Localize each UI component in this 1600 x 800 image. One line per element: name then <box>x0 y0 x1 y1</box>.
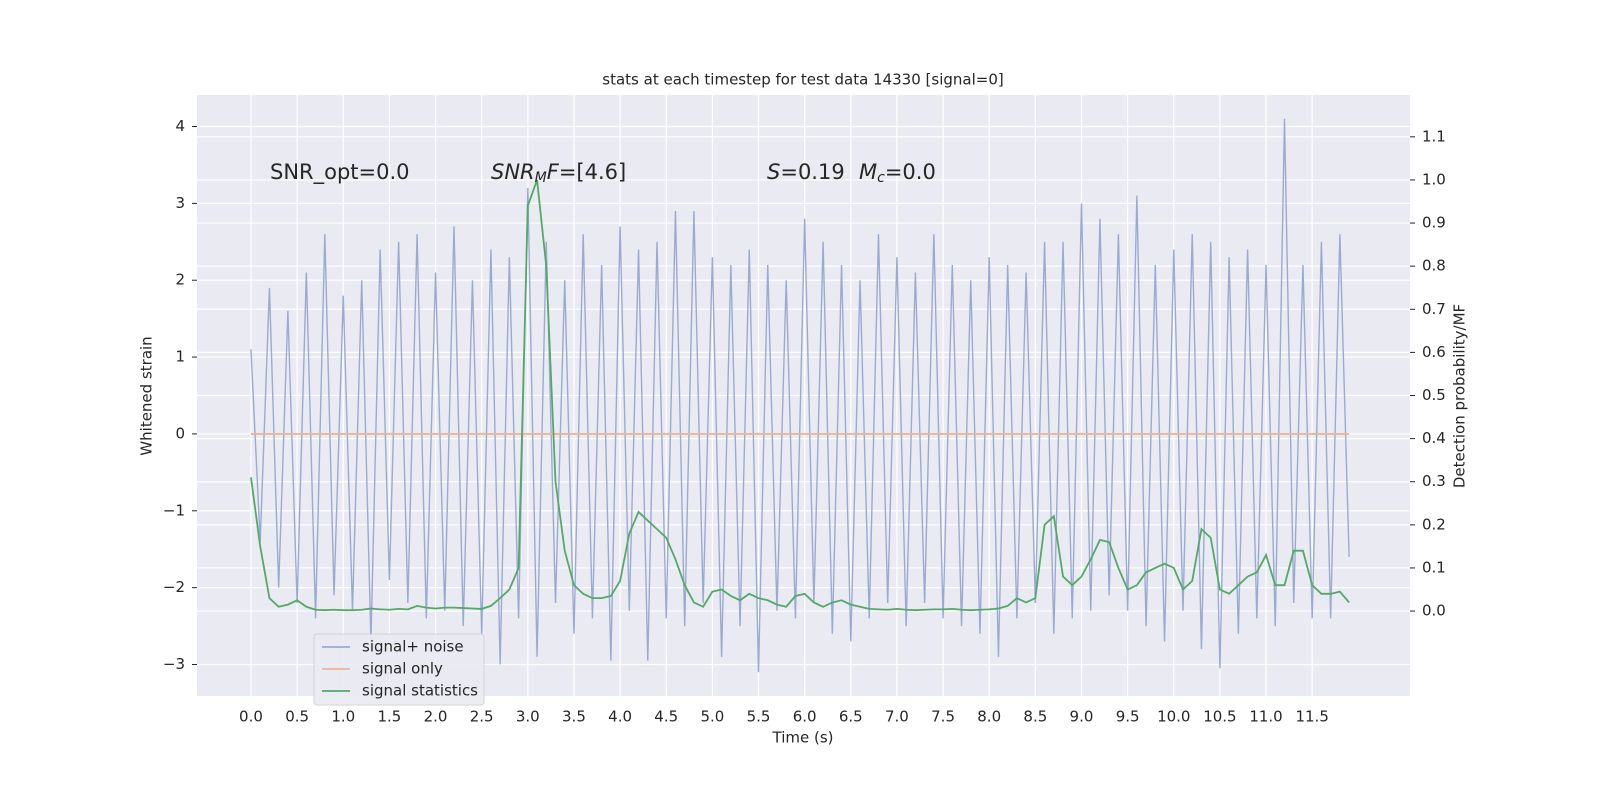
y2-tick-label: 0.6 <box>1422 343 1446 361</box>
x-tick-label: 5.0 <box>700 708 724 726</box>
y-axis-label: Whitened strain <box>138 336 156 455</box>
y-tick-label: 1 <box>175 348 185 366</box>
x-tick-label: 5.5 <box>747 708 771 726</box>
legend-label: signal+ noise <box>362 638 464 656</box>
x-tick-label: 2.5 <box>470 708 494 726</box>
annotation-part: SNR <box>491 160 535 184</box>
y2-tick-label: 0.2 <box>1422 515 1446 533</box>
y2-tick-label: 0.4 <box>1422 429 1446 447</box>
x-tick-label: 0.5 <box>285 708 309 726</box>
chart-title: stats at each timestep for test data 143… <box>602 71 1003 89</box>
x-tick-label: 3.5 <box>562 708 586 726</box>
x-tick-label: 7.0 <box>885 708 909 726</box>
x-tick-label: 10.5 <box>1203 708 1236 726</box>
y2-axis-label: Detection probability/MF <box>1451 304 1469 488</box>
x-tick-label: 1.0 <box>331 708 355 726</box>
x-tick-label: 11.5 <box>1295 708 1328 726</box>
series-line <box>250 118 1350 673</box>
annotation: S=0.19 <box>767 160 845 184</box>
x-tick-label: 10.0 <box>1157 708 1190 726</box>
y-tick-label: 0 <box>175 424 185 442</box>
annotation-part: =[4.6] <box>559 160 626 184</box>
y-tick-label: −3 <box>163 655 185 673</box>
y2-tick-label: 0.1 <box>1422 558 1446 576</box>
y-tick-label: 3 <box>175 194 185 212</box>
y-tick-label: −2 <box>163 578 185 596</box>
x-tick-label: 6.5 <box>839 708 863 726</box>
y2-tick-label: 0.8 <box>1422 257 1446 275</box>
y-tick-label: 2 <box>175 271 185 289</box>
x-axis-label: Time (s) <box>772 729 834 747</box>
x-tick-label: 7.5 <box>931 708 955 726</box>
legend-label: signal statistics <box>362 682 478 700</box>
y2-tick-label: 0.5 <box>1422 386 1446 404</box>
annotation: SNR_opt=0.0 <box>270 160 410 185</box>
legend-label: signal only <box>362 660 443 678</box>
x-tick-label: 9.5 <box>1116 708 1140 726</box>
legend: signal+ noise signal only signal statistic… <box>313 633 485 706</box>
y2-tick-label: 1.1 <box>1422 127 1446 145</box>
x-tick-label: 8.5 <box>1023 708 1047 726</box>
y-tick-label: 4 <box>175 117 185 135</box>
annotation-part: M <box>859 160 877 184</box>
x-tick-label: 1.5 <box>377 708 401 726</box>
y2-tick-label: 0.7 <box>1422 300 1446 318</box>
annotation: SNRMF=[4.6] <box>491 160 626 186</box>
annotation-part: =0.0 <box>885 160 936 184</box>
x-tick-label: 11.0 <box>1249 708 1282 726</box>
y-tick-label: −1 <box>163 501 185 519</box>
annotation-part: c <box>877 170 885 186</box>
annotation-part: SNR_opt=0.0 <box>270 160 410 185</box>
annotation-part: S <box>767 160 780 184</box>
x-tick-label: 6.0 <box>793 708 817 726</box>
y2-tick-label: 0.3 <box>1422 472 1446 490</box>
x-tick-label: 4.0 <box>608 708 632 726</box>
annotation-part: M <box>535 170 547 186</box>
x-tick-label: 0.0 <box>239 708 263 726</box>
x-tick-label: 2.0 <box>424 708 448 726</box>
annotation: Mc=0.0 <box>859 160 936 186</box>
y2-tick-label: 1.0 <box>1422 170 1446 188</box>
series-line <box>250 179 1350 612</box>
x-tick-label: 4.5 <box>654 708 678 726</box>
y2-tick-label: 0.0 <box>1422 602 1446 620</box>
y2-tick-label: 0.9 <box>1422 214 1446 232</box>
annotation-part: F <box>547 160 560 184</box>
x-tick-label: 8.0 <box>977 708 1001 726</box>
x-tick-label: 9.0 <box>1070 708 1094 726</box>
x-tick-label: 3.0 <box>516 708 540 726</box>
legend-box <box>313 633 485 706</box>
annotation-part: =0.19 <box>780 160 844 184</box>
